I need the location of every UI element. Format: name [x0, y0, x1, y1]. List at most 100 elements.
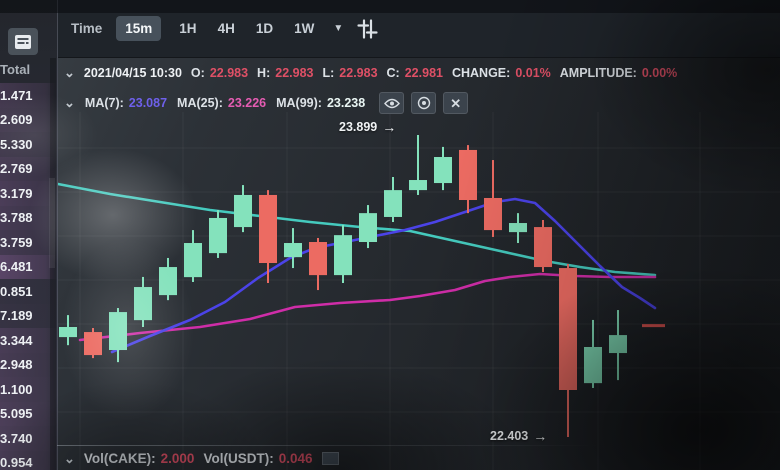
order-book-row[interactable]: 0.954 — [0, 450, 57, 470]
order-book-row[interactable]: 5.330 — [0, 132, 57, 157]
legend-field: MA(7): 23.087 — [85, 96, 167, 110]
high-price-annotation: 23.899 → — [339, 119, 397, 135]
candle-body — [184, 243, 202, 278]
field-label: AMPLITUDE: — [559, 66, 637, 80]
indicator-settings-icon[interactable] — [357, 18, 378, 39]
candle-body — [534, 227, 552, 268]
chevron-down-icon[interactable]: ▼ — [333, 23, 344, 34]
collapse-chevron-icon[interactable]: ⌄ — [64, 95, 75, 110]
order-book-total-value: 1.100 — [0, 381, 33, 397]
order-book-rows: 1.471 2.609 5.330 2.769 3.179 3.788 3.759 6.481… — [0, 83, 57, 470]
order-book-total-value: 3.344 — [0, 332, 33, 348]
order-book-row[interactable]: 1.100 — [0, 377, 57, 402]
legend-field: L: 22.983 — [322, 66, 377, 80]
field-value: 22.983 — [209, 66, 249, 80]
screen-top-shadow — [0, 0, 780, 13]
candle-body — [609, 335, 627, 354]
order-book-row[interactable]: 3.344 — [0, 328, 57, 353]
legend-field: MA(25): 23.226 — [177, 96, 266, 110]
timeframe-list: 15m 1H 4H 1D 1W — [116, 16, 317, 41]
order-book-total-value: 3.759 — [0, 234, 33, 250]
volume-legend-swatch — [321, 452, 339, 465]
order-book-total-value: 2.769 — [0, 161, 33, 177]
order-book-total-value: 2.609 — [0, 112, 33, 128]
candle-body — [509, 223, 527, 233]
field-value: 0.046 — [278, 451, 313, 466]
field-label: MA(99): — [276, 96, 322, 110]
arrow-right-icon: → — [382, 119, 397, 135]
chart-canvas[interactable] — [57, 112, 780, 470]
field-value: 23.226 — [227, 96, 267, 110]
candle-body — [334, 235, 352, 276]
order-book-total-value: 6.481 — [0, 259, 33, 275]
order-book-total-value: 2.948 — [0, 357, 33, 373]
candle-body — [434, 157, 452, 184]
candle-body — [159, 267, 177, 296]
order-book-icon — [15, 34, 31, 49]
candle-body — [384, 190, 402, 217]
order-book-row[interactable]: 1.471 — [0, 83, 57, 108]
candle-datetime: 2021/04/15 10:30 — [83, 66, 182, 80]
eye-icon[interactable] — [379, 92, 405, 114]
volume-values: Vol(CAKE): 2.000 Vol(USDT): 0.046 — [84, 451, 313, 466]
order-book-layout-button[interactable] — [8, 28, 38, 55]
order-book-scrollbar[interactable] — [49, 58, 56, 470]
volume-legend-row: ⌄ Vol(CAKE): 2.000 Vol(USDT): 0.046 — [64, 451, 339, 466]
panel-divider — [57, 445, 780, 446]
timeframe-button-1d[interactable]: 1D — [255, 21, 274, 36]
order-book-total-value: 3.788 — [0, 210, 33, 226]
order-book-total-value: 5.095 — [0, 406, 33, 422]
candle-body — [84, 332, 102, 356]
field-value: 0.01% — [515, 66, 551, 80]
target-icon[interactable] — [411, 92, 437, 114]
order-book-row[interactable]: 2.948 — [0, 352, 57, 377]
field-value: 23.087 — [128, 96, 168, 110]
order-book-total-value: 3.179 — [0, 185, 33, 201]
field-label: O: — [190, 66, 205, 80]
order-book-total-value: 0.954 — [0, 455, 33, 470]
candle-body — [234, 194, 252, 228]
order-book-row[interactable]: 0.851 — [0, 279, 57, 304]
order-book-row[interactable]: 3.740 — [0, 426, 57, 451]
order-book-row[interactable]: 7.189 — [0, 303, 57, 328]
candle-body — [109, 312, 127, 351]
collapse-chevron-icon[interactable]: ⌄ — [64, 65, 75, 80]
candle-body — [259, 194, 277, 264]
legend-field: AMPLITUDE: 0.00% — [560, 66, 678, 80]
field-label: MA(7): — [84, 96, 124, 110]
legend-field: MA(99): 23.238 — [276, 96, 365, 110]
order-book-panel: Total 1.471 2.609 5.330 2.769 3.179 3.788 3.75… — [0, 0, 58, 470]
candle-body — [459, 149, 477, 201]
order-book-total-value: 0.851 — [0, 283, 33, 299]
candle-body — [484, 197, 502, 231]
field-label: C: — [386, 66, 400, 80]
field-value: 22.983 — [275, 66, 314, 80]
candle-body — [134, 287, 152, 321]
close-icon[interactable]: ✕ — [443, 92, 469, 114]
timeframe-button-1h[interactable]: 1H — [179, 21, 197, 36]
order-book-total-value: 7.189 — [0, 308, 33, 324]
candle-body — [59, 327, 77, 338]
timeframe-button-4h[interactable]: 4H — [217, 21, 235, 36]
order-book-total-header: Total — [0, 62, 31, 77]
timeframe-button-1w[interactable]: 1W — [294, 21, 315, 36]
field-label: MA(25): — [177, 96, 223, 110]
legend-field: CHANGE: 0.01% — [452, 66, 551, 80]
field-value: 0.00% — [641, 66, 678, 80]
indicator-action-buttons: ✕ — [379, 92, 469, 114]
candle-body — [359, 213, 377, 243]
collapse-chevron-icon[interactable]: ⌄ — [64, 450, 75, 466]
order-book-row[interactable]: 2.609 — [0, 107, 57, 132]
legend-field: Vol(USDT): 0.046 — [203, 451, 312, 466]
field-label: Vol(CAKE): — [83, 451, 156, 466]
order-book-total-value: 1.471 — [0, 87, 33, 103]
legend-field: C: 22.981 — [387, 66, 443, 80]
field-value: 22.983 — [339, 66, 378, 80]
time-label: Time — [71, 21, 103, 36]
order-book-row[interactable]: 5.095 — [0, 401, 57, 426]
candle-body — [284, 243, 302, 258]
timeframe-button-15m[interactable]: 15m — [116, 16, 162, 41]
field-value: 23.238 — [326, 96, 366, 110]
candle-body — [409, 180, 427, 191]
field-label: Vol(USDT): — [203, 451, 274, 466]
